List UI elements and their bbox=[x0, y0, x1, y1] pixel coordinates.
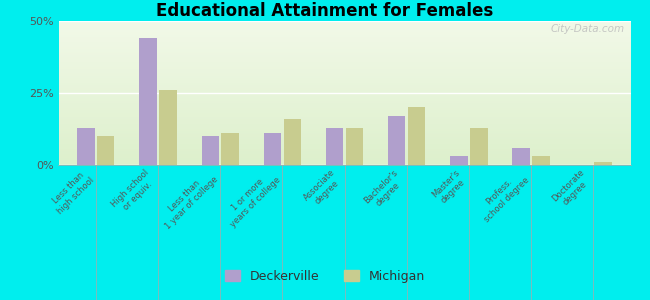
Bar bbox=[408, 107, 425, 165]
Bar bbox=[595, 162, 612, 165]
Bar bbox=[470, 128, 488, 165]
Bar bbox=[202, 136, 219, 165]
Legend: Deckerville, Michigan: Deckerville, Michigan bbox=[220, 265, 430, 288]
Bar bbox=[532, 156, 550, 165]
Text: City-Data.com: City-Data.com bbox=[551, 24, 625, 34]
Bar bbox=[388, 116, 406, 165]
Bar bbox=[264, 133, 281, 165]
Bar bbox=[450, 156, 467, 165]
Text: Educational Attainment for Females: Educational Attainment for Females bbox=[157, 2, 493, 20]
Bar bbox=[283, 119, 301, 165]
Bar bbox=[222, 133, 239, 165]
Bar bbox=[77, 128, 94, 165]
Bar bbox=[346, 128, 363, 165]
Bar bbox=[512, 148, 530, 165]
Bar bbox=[159, 90, 177, 165]
Bar bbox=[97, 136, 114, 165]
Bar bbox=[326, 128, 343, 165]
Bar bbox=[139, 38, 157, 165]
